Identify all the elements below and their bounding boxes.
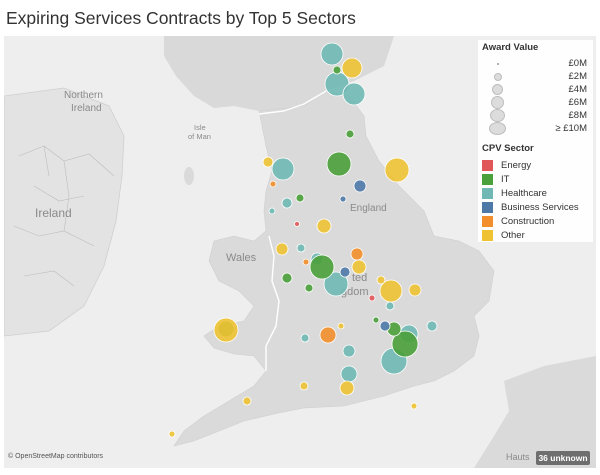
bubble-construction[interactable] [319,326,337,344]
bubble-it[interactable] [332,65,342,75]
bubble-other[interactable] [299,381,309,391]
size-legend-row: £0M [478,57,593,70]
bubble-healthcare[interactable] [281,197,293,209]
size-label: £8M [568,110,587,121]
bubble-business-services[interactable] [379,320,391,332]
bubble-it[interactable] [372,316,380,324]
wales-england-border [265,235,280,371]
size-legend-row: £2M [478,70,593,83]
bubble-energy[interactable] [294,221,300,227]
sector-label: Business Services [501,201,579,213]
label-isle-of-man-2: of Man [188,132,211,141]
bubble-other[interactable] [213,317,239,343]
cpv-sector-legend-title: CPV Sector [482,143,534,154]
bubble-healthcare[interactable] [340,365,358,383]
bubble-it[interactable] [345,129,355,139]
size-legend-row: £8M [478,109,593,122]
bubble-other[interactable] [410,402,418,410]
size-label: ≥ £10M [555,123,587,134]
sector-legend-other[interactable]: Other [478,228,593,242]
label-united-kingdom-2: gdom [341,286,369,298]
size-legend-row: £6M [478,96,593,109]
bubble-business-services[interactable] [353,179,367,193]
bubble-other[interactable] [339,380,355,396]
bubble-it[interactable] [326,151,352,177]
legend: Award Value £0M £2M £4M £6M £8M ≥ £10M C… [478,40,593,242]
isle-of-man [184,167,194,185]
sector-label: Energy [501,159,532,171]
swatch-construction [482,215,493,227]
swatch-energy [482,159,493,171]
bubble-it[interactable] [281,272,293,284]
label-isle-of-man-1: Isle [194,123,206,132]
map-attribution[interactable]: © OpenStreetMap contributors [8,453,104,460]
bubble-other[interactable] [262,156,274,168]
label-northern-ireland-2: Ireland [71,103,102,114]
bubble-healthcare[interactable] [426,320,438,332]
bubble-healthcare[interactable] [268,207,276,215]
bubble-other[interactable] [275,242,289,256]
swatch-business-services [482,201,493,213]
sector-label: Other [501,229,525,241]
bubble-energy[interactable] [368,294,376,302]
bubble-it[interactable] [295,193,305,203]
bubble-other[interactable] [316,218,332,234]
sector-legend-energy[interactable]: Energy [478,158,593,172]
bubble-other[interactable] [341,57,363,79]
bubble-construction[interactable] [302,258,310,266]
bubble-other[interactable] [168,430,176,438]
bubble-it[interactable] [391,330,419,358]
size-label: £0M [568,58,587,69]
france-landmass [474,356,596,468]
swatch-healthcare [482,187,493,199]
bubble-healthcare[interactable] [296,243,306,253]
contract-bubbles [168,42,438,438]
bubble-other[interactable] [376,275,386,285]
bubble-healthcare[interactable] [300,333,310,343]
swatch-other [482,229,493,241]
size-legend-row: £4M [478,83,593,96]
bubble-other[interactable] [379,279,403,303]
sector-legend-construction[interactable]: Construction [478,214,593,228]
bubble-other[interactable] [242,396,252,406]
unknown-locations-badge[interactable]: 36 unknown [536,451,590,465]
sector-legend-it[interactable]: IT [478,172,593,186]
sector-label: IT [501,173,510,185]
bubble-business-services[interactable] [339,266,351,278]
sector-legend-healthcare[interactable]: Healthcare [478,186,593,200]
bubble-healthcare[interactable] [320,42,344,66]
label-hauts: Hauts [506,452,530,462]
sector-legend-business-services[interactable]: Business Services [478,200,593,214]
bubble-other[interactable] [408,283,422,297]
bubble-construction[interactable] [269,180,277,188]
size-label: £6M [568,97,587,108]
bubble-healthcare[interactable] [342,344,356,358]
size-legend-row: ≥ £10M [478,122,593,135]
size-label: £2M [568,71,587,82]
swatch-it [482,173,493,185]
bubble-it[interactable] [304,283,314,293]
label-ireland: Ireland [35,206,72,220]
scotland-england-border [258,90,327,115]
bubble-business-services[interactable] [339,195,347,203]
label-united-kingdom-1: ted [352,272,367,284]
sector-label: Healthcare [501,187,547,199]
bubble-construction[interactable] [350,247,364,261]
bubble-healthcare[interactable] [385,301,395,311]
bubble-other[interactable] [337,322,345,330]
chart-title: Expiring Services Contracts by Top 5 Sec… [6,8,356,28]
label-england: England [350,203,387,214]
bubble-other[interactable] [384,157,410,183]
award-value-legend-title: Award Value [482,42,539,53]
sector-label: Construction [501,215,555,227]
bubble-it[interactable] [309,254,335,280]
label-northern-ireland-1: Northern [64,90,103,101]
ireland-borders [13,145,115,287]
bubble-other[interactable] [351,259,367,275]
label-wales: Wales [226,252,257,264]
bubble-healthcare[interactable] [342,82,366,106]
bubble-healthcare[interactable] [323,271,349,297]
bubble-healthcare[interactable] [271,157,295,181]
size-label: £4M [568,84,587,95]
